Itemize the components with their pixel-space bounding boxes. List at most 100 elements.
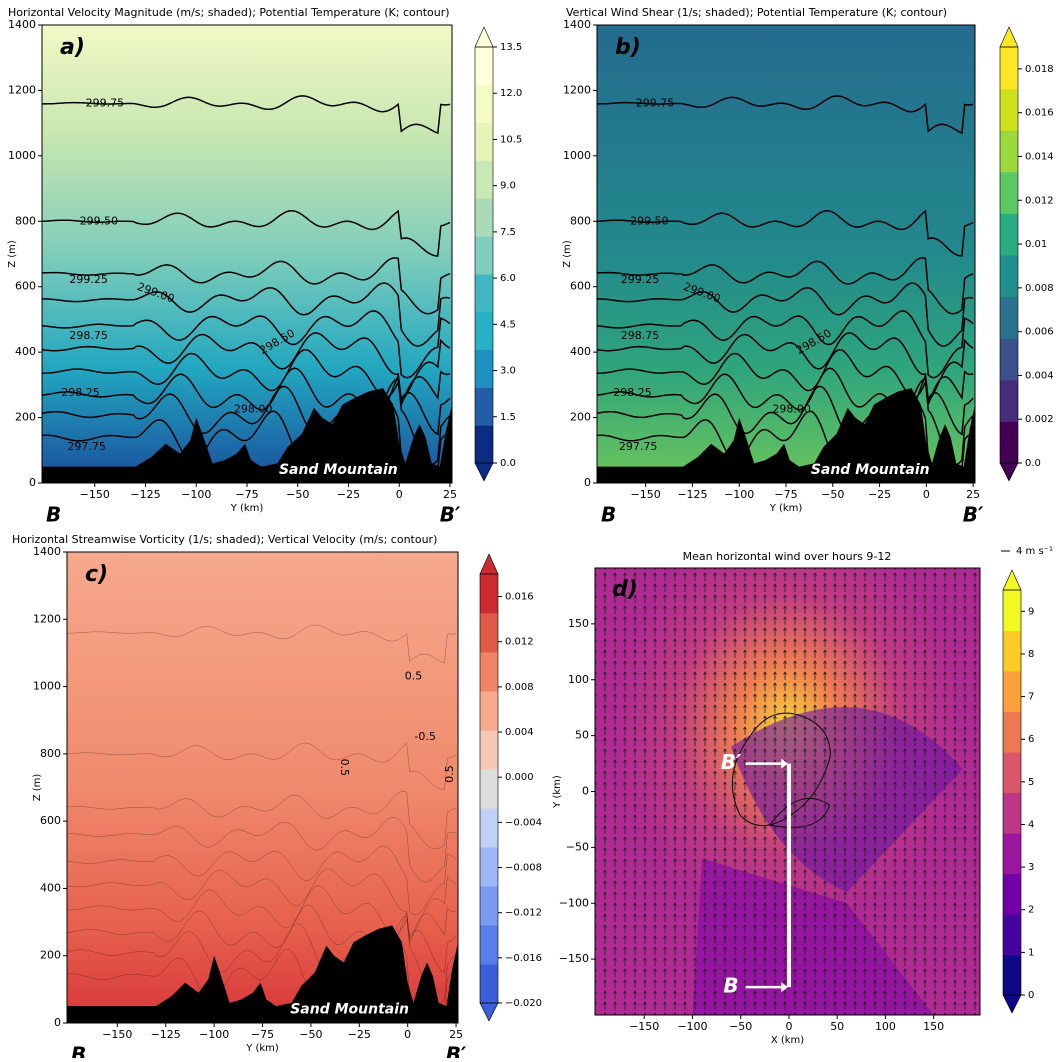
- y-tick-label: 0: [582, 785, 589, 798]
- x-tick-label: −100: [199, 1028, 229, 1041]
- colorbar-tick-label: 0.0: [1025, 458, 1041, 469]
- colorbar-band: [1003, 671, 1021, 712]
- contour-line: [67, 817, 457, 883]
- contour-label: 299.75: [86, 97, 125, 110]
- contour-label: 298.75: [621, 329, 660, 342]
- colorbar-band: [480, 613, 498, 653]
- y-tick-label: 100: [568, 673, 589, 686]
- colorbar-extend: [999, 462, 1019, 482]
- colorbar-band: [1003, 954, 1021, 996]
- title: Horizontal Streamwise Vorticity (1/s; sh…: [12, 533, 437, 546]
- contour-label: 0.5: [338, 759, 351, 777]
- colorbar-tick-label: 0.004: [505, 727, 534, 738]
- contour-line: [597, 332, 974, 404]
- contour-line: [597, 209, 974, 257]
- x-tick-label: −150: [629, 1020, 659, 1033]
- panel: B B′ 4 m s⁻¹ d) Mean horizontal wind over ho…: [552, 546, 1053, 1046]
- colorbar-band: [475, 349, 493, 388]
- plot-area: 0.5 -0.5 0.5 0.5: [67, 552, 458, 1023]
- colorbar-band: [480, 925, 498, 965]
- colorbar-band: [1003, 792, 1021, 834]
- colorbar-tick-label: 0.004: [1025, 370, 1054, 381]
- colorbar-tick-label: 9: [1028, 606, 1034, 617]
- contour-line: [597, 257, 974, 315]
- colorbar-extend: [1002, 569, 1022, 591]
- colorbar-band: [475, 160, 493, 199]
- contour-label: 298.75: [69, 329, 108, 342]
- contour-label: 298.00: [772, 402, 811, 415]
- section_end: B′: [721, 750, 742, 774]
- contour-label: 0.5: [443, 765, 456, 783]
- colorbar-tick-label: −0.012: [505, 908, 542, 919]
- colorbar-tick-label: 0.012: [1025, 195, 1054, 206]
- y-tick-label: 800: [570, 214, 591, 227]
- terrain-label: Sand Mountain: [290, 1002, 409, 1018]
- colorbar-tick-label: 0.01: [1025, 239, 1047, 250]
- x-tick-label: −150: [102, 1028, 132, 1041]
- y-tick-label: −150: [559, 952, 589, 965]
- colorbar-tick-label: 12.0: [500, 88, 522, 99]
- x-tick-label: −75: [251, 1028, 274, 1041]
- colorbar-frame: [999, 46, 1019, 464]
- y-tick-label: 800: [15, 214, 36, 227]
- colorbar-tick-label: 0.008: [1025, 283, 1054, 294]
- x-tick-label: −100: [181, 488, 211, 501]
- y-tick-label: 1000: [8, 149, 36, 162]
- section-start: B: [46, 503, 61, 527]
- vector-key: 4 m s⁻¹: [1016, 546, 1053, 557]
- x-tick-label: −50: [729, 1020, 752, 1033]
- y-axis-label: Z (m): [32, 774, 43, 802]
- x-tick-label: −75: [774, 488, 797, 501]
- section-end: B′: [446, 1043, 467, 1059]
- contour-label: 0.5: [405, 669, 423, 682]
- colorbar-band: [1000, 47, 1018, 90]
- colorbar-band: [480, 769, 498, 809]
- colorbar-frame: [479, 573, 499, 1004]
- contour-line: [67, 791, 457, 850]
- colorbar-tick-label: 0.018: [1025, 64, 1054, 75]
- contour-line: [42, 257, 451, 315]
- colorbar-band: [480, 964, 498, 1004]
- colorbar-tick-label: 6.0: [500, 273, 516, 284]
- x-axis-label: Y (km): [245, 1043, 279, 1054]
- colorbar-tick-label: 8: [1028, 649, 1034, 660]
- terrain: [597, 388, 975, 483]
- y-axis-label: Z (m): [562, 240, 573, 268]
- colorbar-extend: [999, 26, 1019, 48]
- x-tick-label: −50: [286, 488, 309, 501]
- x-tick-label: 100: [875, 1020, 896, 1033]
- colorbar-tick-label: 2: [1028, 905, 1034, 916]
- contour-line: [67, 868, 457, 940]
- panel-label: b): [615, 35, 641, 60]
- y-tick-label: 1000: [563, 149, 591, 162]
- colorbar-band: [1003, 914, 1021, 955]
- x-tick-label: −50: [821, 488, 844, 501]
- colorbar-extend: [479, 1002, 499, 1022]
- colorbar-band: [1003, 833, 1021, 874]
- colorbar-band: [1000, 213, 1018, 256]
- colorbar-tick-label: −0.008: [505, 863, 542, 874]
- x-tick-label: −100: [724, 488, 754, 501]
- colorbar-band: [475, 387, 493, 426]
- colorbar-band: [1000, 171, 1018, 214]
- y-tick-label: 400: [40, 881, 61, 894]
- x-tick-label: −125: [677, 488, 707, 501]
- contour-label: 298.00: [234, 402, 273, 415]
- contour-label: 299.25: [69, 273, 108, 286]
- panel-label: a): [60, 35, 85, 60]
- colorbar-tick-label: 0.014: [1025, 151, 1054, 162]
- contour-label: 299.50: [630, 214, 669, 227]
- colorbar-tick-label: 9.0: [500, 181, 516, 192]
- y-tick-label: 50: [575, 729, 589, 742]
- y-tick-label: 0: [54, 1016, 61, 1029]
- colorbar-tick-label: 0.000: [505, 772, 534, 783]
- x-tick-label: 150: [923, 1020, 944, 1033]
- colorbar-tick-label: 1: [1028, 947, 1034, 958]
- colorbar-tick-label: −0.020: [505, 998, 542, 1009]
- colorbar-band: [475, 84, 493, 124]
- contour-label: 299.50: [80, 214, 119, 227]
- colorbar-band: [480, 652, 498, 692]
- x-tick-label: −50: [299, 1028, 322, 1041]
- title: Horizontal Velocity Magnitude (m/s; shad…: [8, 6, 450, 19]
